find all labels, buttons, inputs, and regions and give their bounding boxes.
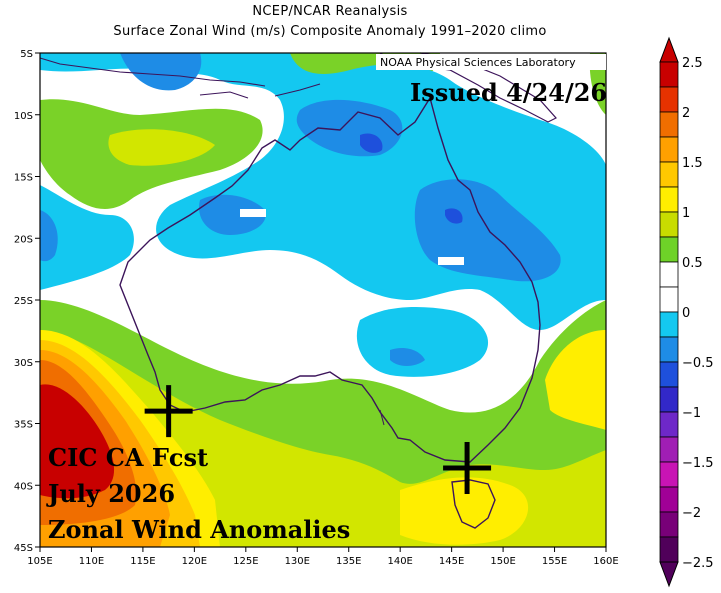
colorbar-swatch <box>659 361 679 388</box>
forecast-line-1: CIC CA Fcst <box>48 443 208 472</box>
colorbar-swatch <box>659 511 679 538</box>
lon-tick-label: 125E <box>233 556 258 567</box>
lon-tick-label: 120E <box>182 556 207 567</box>
blue-interior <box>199 194 266 235</box>
colorbar-swatch <box>659 61 679 88</box>
colorbar-swatch <box>659 186 679 213</box>
credit-label: NOAA Physical Sciences Laboratory <box>380 56 576 69</box>
lat-tick-label: 35S <box>14 420 33 431</box>
colorbar-label: −0.5 <box>682 356 714 371</box>
lon-tick-label: 135E <box>336 556 361 567</box>
credit-background <box>376 54 606 70</box>
colorbar-swatch <box>659 336 679 363</box>
colorbar-swatch <box>659 86 679 113</box>
light-blue-inner-gulf <box>356 307 489 377</box>
colorbar-swatch <box>659 536 679 563</box>
light-blue-west <box>40 185 134 290</box>
lon-tick-label: 105E <box>27 556 52 567</box>
colorbar-swatch <box>659 461 679 488</box>
colorbar-label: −2 <box>682 506 701 521</box>
colorbar-label: −1 <box>682 406 701 421</box>
colorbar-swatch <box>659 486 679 513</box>
lat-tick-label: 20S <box>14 234 33 245</box>
colorbar-swatch <box>659 236 679 263</box>
lat-tick-label: 10S <box>14 111 33 122</box>
tasmania-coastline <box>451 479 496 529</box>
colorbar-swatch <box>659 161 679 188</box>
lat-tick-label: 40S <box>14 481 33 492</box>
yellow-east <box>545 330 606 430</box>
forecast-line-3: Zonal Wind Anomalies <box>48 515 350 544</box>
lon-tick-label: 140E <box>387 556 412 567</box>
colorbar-label: 0.5 <box>682 256 703 271</box>
colorbar-swatch <box>659 386 679 413</box>
yellow-south-tas <box>400 477 529 545</box>
lon-tick-label: 110E <box>79 556 104 567</box>
lon-tick-label: 155E <box>542 556 567 567</box>
australia-coastline <box>119 96 541 463</box>
lon-tick-label: 115E <box>130 556 155 567</box>
colorbar-label: 0 <box>682 306 690 321</box>
lat-tick-label: 30S <box>14 358 33 369</box>
colorbar-label: 1.5 <box>682 156 703 171</box>
minus-mark-west <box>240 209 266 217</box>
issued-date: Issued 4/24/26 <box>410 78 607 107</box>
yellow-green-north <box>108 129 215 166</box>
lon-tick-label: 150E <box>490 556 515 567</box>
longitude-axis: 105E 110E 115E 120E 125E 130E 135E 140E 145E 150E… <box>27 547 619 567</box>
colorbar-swatch <box>659 311 679 338</box>
colorbar-swatch <box>659 411 679 438</box>
minus-mark-east <box>438 257 464 265</box>
colorbar-label: −2.5 <box>682 556 714 571</box>
colorbar-bottom-arrow <box>659 561 679 588</box>
lat-tick-label: 15S <box>14 173 33 184</box>
lon-tick-label: 145E <box>439 556 464 567</box>
lon-tick-label: 130E <box>285 556 310 567</box>
lat-tick-label: 25S <box>14 296 33 307</box>
blue-northwest <box>120 53 202 91</box>
lat-tick-label: 5S <box>20 49 33 60</box>
forecast-line-2: July 2026 <box>46 479 175 508</box>
colorbar-top-arrow <box>659 36 679 63</box>
blue-far-west <box>40 210 58 262</box>
blue-queensland <box>414 179 561 282</box>
melbourne-marker <box>443 441 492 494</box>
colorbar-swatch <box>659 211 679 238</box>
colorbar-label: 2 <box>682 106 690 121</box>
colorbar-label: −1.5 <box>682 456 714 471</box>
perth-marker <box>144 385 193 438</box>
red-southwest <box>40 384 115 499</box>
colorbar-swatch <box>659 261 679 288</box>
anomaly-field <box>40 53 606 547</box>
colorbar-label: 1 <box>682 206 690 221</box>
lat-tick-label: 45S <box>14 543 33 554</box>
bass-strait <box>379 409 385 426</box>
latitude-axis: 5S 10S 15S 20S 25S 30S 35S 40S 45S <box>14 49 40 554</box>
colorbar: 2.5 2 1.5 1 0.5 0 −0.5 −1 −1.5 −2 −2.5 <box>659 36 714 588</box>
colorbar-label: 2.5 <box>682 56 703 71</box>
colorbar-swatch <box>659 286 679 313</box>
chart-title-line1: NCEP/NCAR Reanalysis <box>252 4 408 19</box>
islands-coastline <box>39 57 321 99</box>
colorbar-swatch <box>659 111 679 138</box>
lon-tick-label: 160E <box>593 556 618 567</box>
blue-gulf-small <box>390 348 425 366</box>
chart-title-line2: Surface Zonal Wind (m/s) Composite Anoma… <box>113 24 547 39</box>
colorbar-swatch <box>659 136 679 163</box>
dark-blue-north <box>360 133 383 153</box>
colorbar-swatch <box>659 436 679 463</box>
dark-blue-qld <box>445 208 463 224</box>
markers-layer <box>144 385 492 494</box>
